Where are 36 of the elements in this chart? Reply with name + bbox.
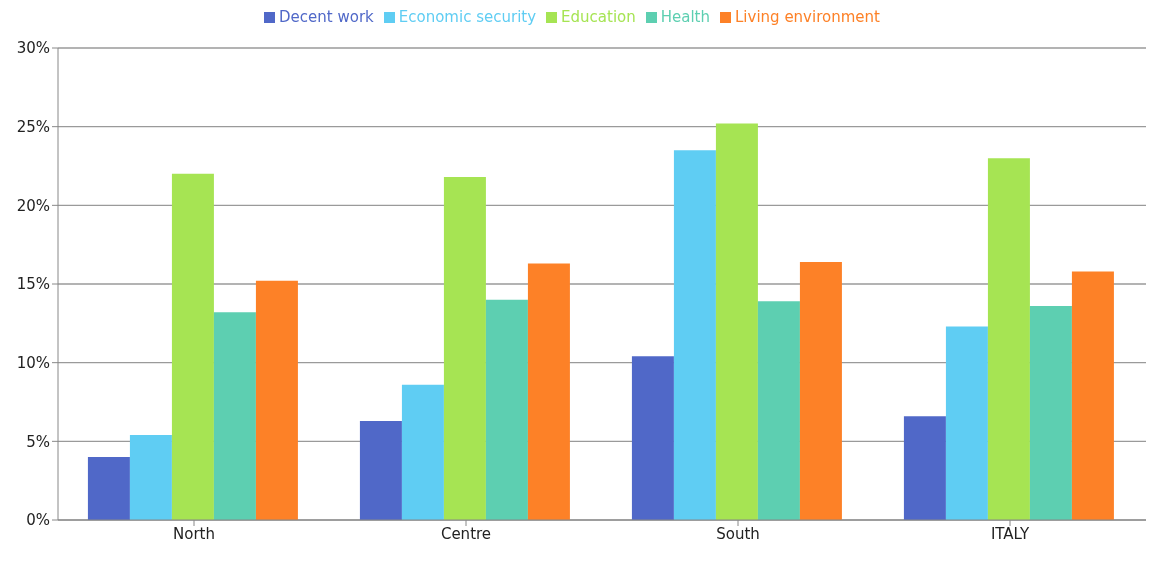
legend-label: Education	[561, 8, 636, 26]
y-tick-label: 25%	[16, 117, 50, 136]
legend-label: Living environment	[735, 8, 880, 26]
bar	[903, 416, 946, 520]
x-tick-label: North	[173, 524, 215, 543]
bar	[255, 280, 298, 520]
bar	[631, 356, 674, 520]
bar	[945, 326, 988, 520]
bar	[715, 123, 758, 520]
bar	[757, 301, 800, 520]
legend-label: Economic security	[398, 8, 537, 26]
y-tick-label: 10%	[16, 353, 50, 372]
bar	[213, 312, 256, 520]
y-tick-label: 20%	[16, 196, 50, 215]
bar	[987, 158, 1030, 520]
y-tick-label: 0%	[26, 511, 50, 530]
bar	[87, 457, 130, 520]
bar	[1029, 306, 1072, 520]
bar	[527, 263, 570, 520]
legend-label: Health	[660, 8, 711, 26]
bar	[1071, 271, 1114, 520]
bar	[673, 150, 716, 520]
legend-label: Decent work	[279, 8, 374, 26]
x-tick-label: Centre	[440, 524, 492, 543]
bar	[485, 299, 528, 520]
x-tick-label: South	[716, 524, 760, 543]
bar	[171, 173, 214, 520]
bar	[401, 384, 444, 520]
y-tick-label: 5%	[26, 432, 50, 451]
y-tick-label: 15%	[16, 275, 50, 294]
bar	[129, 435, 172, 520]
bar	[359, 420, 402, 520]
x-tick-label: ITALY	[990, 524, 1030, 543]
bar	[799, 261, 842, 520]
bar	[443, 177, 486, 520]
y-tick-label: 30%	[16, 39, 50, 58]
